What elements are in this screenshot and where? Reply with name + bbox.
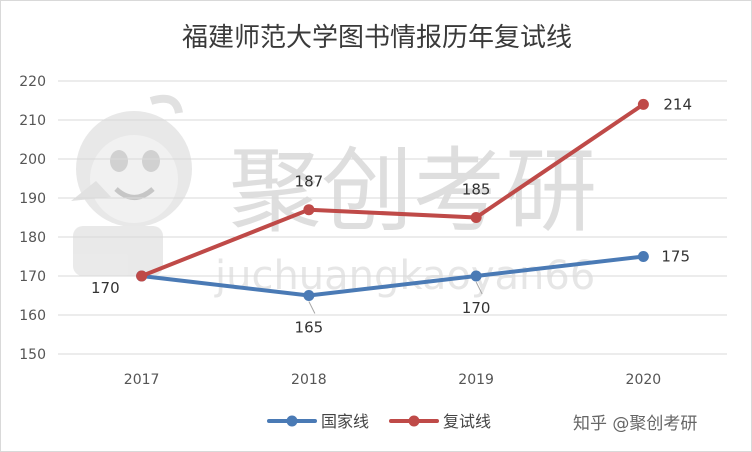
chart-title: 福建师范大学图书情报历年复试线 [182, 23, 572, 53]
data-label-leader [475, 281, 483, 295]
series-line-1 [139, 102, 646, 278]
y-tick-label: 190 [19, 191, 46, 207]
legend-label: 国家线 [321, 412, 369, 431]
legend: 国家线 复试线 [267, 412, 491, 431]
data-point-1-3 [637, 98, 649, 110]
y-tick-label: 160 [19, 308, 46, 324]
data-point-1-1 [303, 204, 315, 216]
data-label: 165 [295, 319, 324, 337]
x-tick-label: 2020 [626, 372, 662, 388]
data-point-1-2 [470, 212, 482, 223]
data-label: 187 [295, 173, 324, 191]
legend-marker-0 [286, 415, 298, 427]
data-labels: 170 165 170 175 187 185 214 [91, 95, 692, 336]
y-axis: 150 160 170 180 190 200 210 220 [19, 74, 46, 363]
credit-watermark: 知乎 @聚创考研 [573, 414, 697, 434]
y-tick-label: 210 [19, 113, 46, 129]
data-point-0-3 [637, 251, 649, 262]
mascot-logo [71, 94, 192, 276]
watermark-brand: 聚创考研 [229, 138, 597, 245]
series-line-0 [139, 254, 646, 298]
x-tick-label: 2019 [458, 372, 494, 388]
legend-marker-1 [408, 415, 420, 427]
data-point-0-2 [470, 270, 482, 282]
y-tick-label: 200 [19, 152, 46, 168]
x-tick-label: 2017 [124, 372, 160, 388]
x-tick-label: 2018 [291, 372, 327, 388]
data-point-1-0 [136, 270, 148, 282]
y-tick-label: 170 [19, 269, 46, 285]
y-tick-label: 180 [19, 230, 46, 246]
data-label: 170 [462, 299, 491, 317]
data-label: 170 [91, 279, 120, 297]
gridlines [58, 80, 727, 355]
legend-label: 复试线 [443, 412, 491, 431]
y-tick-label: 220 [19, 74, 46, 90]
series-layer [136, 98, 649, 301]
watermark: 聚创考研 juchuangkaoyan66 [71, 94, 597, 299]
x-axis: 2017 2018 2019 2020 [124, 372, 661, 388]
data-point-0-1 [303, 290, 315, 301]
data-label: 185 [462, 181, 491, 199]
data-label: 175 [661, 248, 690, 266]
data-label-leader [308, 301, 316, 314]
data-label: 214 [663, 95, 692, 113]
y-tick-label: 150 [19, 347, 46, 363]
